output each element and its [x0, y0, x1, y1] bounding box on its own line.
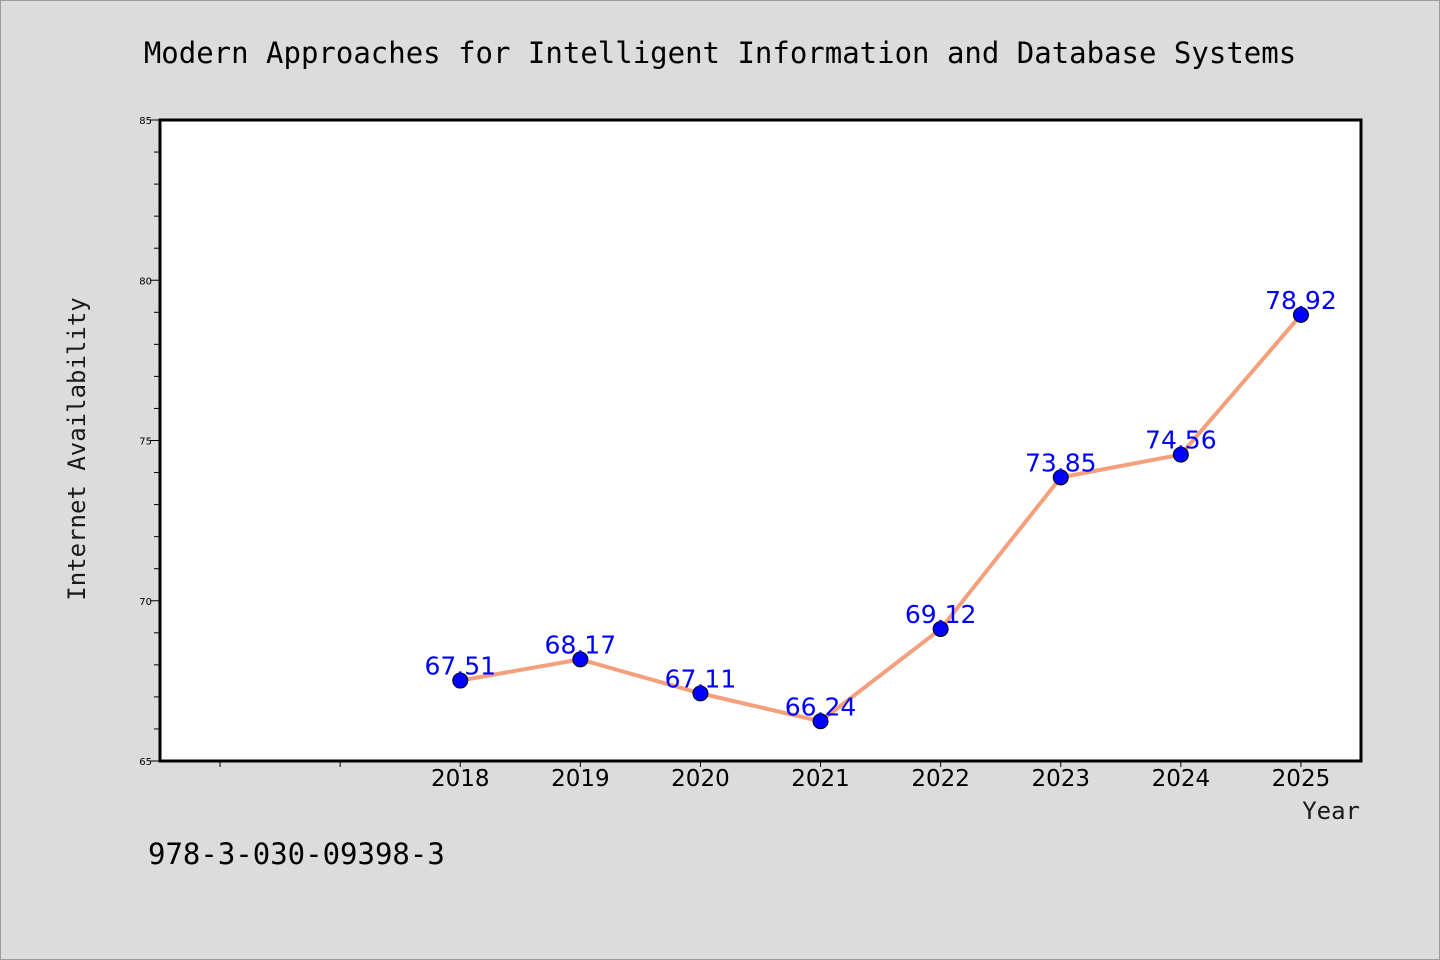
data-label: 78.92	[1265, 286, 1337, 315]
series-line	[459, 313, 1303, 724]
x-tick-label: 2022	[911, 766, 970, 792]
x-axis-label: Year	[1302, 797, 1360, 825]
y-tick-label: 85	[139, 116, 152, 127]
data-markers	[452, 306, 1309, 730]
data-point	[572, 651, 589, 668]
y-tick-label: 65	[139, 757, 152, 768]
x-tick-label: 2021	[791, 766, 850, 792]
x-tick-label: 2019	[551, 766, 610, 792]
y-tick-label: 80	[139, 276, 152, 287]
data-point	[692, 685, 709, 702]
plot-area	[160, 120, 1361, 761]
data-label: 66.24	[785, 692, 857, 721]
data-point	[1292, 306, 1309, 323]
plot-border	[158, 118, 1363, 763]
data-label: 67.51	[424, 652, 496, 681]
data-labels: 67.51 68.17 67.11 66.24 69.12 73.85 74.56 78.92	[424, 286, 1336, 721]
data-point	[932, 620, 949, 637]
data-point	[1172, 446, 1189, 463]
data-point	[452, 672, 469, 689]
x-tick-label: 2020	[671, 766, 730, 792]
data-point	[812, 713, 829, 730]
series-line-layer	[459, 313, 1303, 724]
x-tick-label: 2018	[431, 766, 490, 792]
x-tick-label: 2025	[1272, 766, 1331, 792]
data-point	[1052, 469, 1069, 486]
data-label: 69.12	[905, 600, 977, 629]
chart-title: Modern Approaches for Intelligent Inform…	[144, 36, 1296, 70]
x-tick-label: 2023	[1031, 766, 1090, 792]
data-label: 67.11	[665, 664, 737, 693]
isbn-footer: 978-3-030-09398-3	[148, 837, 445, 871]
axis-ticks: 65 70 75 80 85 2018 2019 2020 2021 2022 2023 2024 20…	[139, 116, 1330, 792]
data-label: 73.85	[1025, 448, 1097, 477]
y-tick-label: 75	[139, 437, 152, 448]
y-axis-label: Internet Availability	[63, 297, 91, 600]
data-label: 74.56	[1145, 426, 1217, 455]
data-label: 68.17	[545, 630, 617, 659]
y-tick-label: 70	[139, 597, 152, 608]
x-tick-label: 2024	[1152, 766, 1211, 792]
